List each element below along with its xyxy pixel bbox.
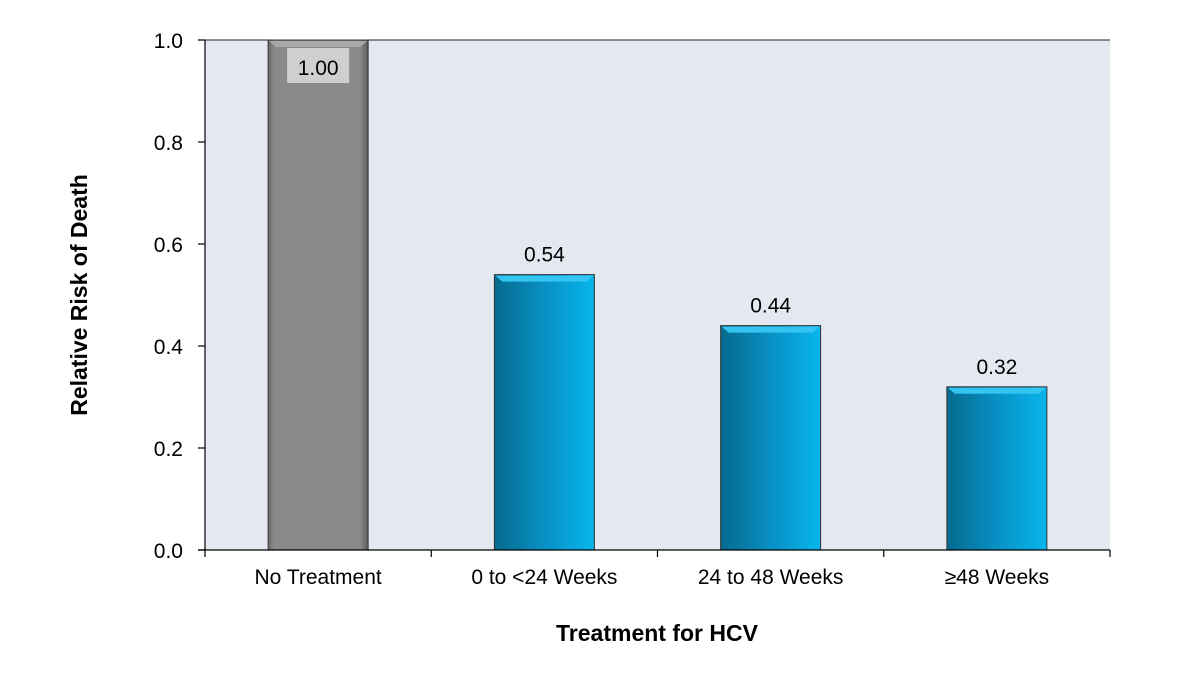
y-tick-label: 1.0 bbox=[154, 30, 183, 53]
data-label: 0.32 bbox=[976, 356, 1017, 379]
bar-2 bbox=[493, 274, 595, 551]
data-label: 0.44 bbox=[750, 295, 791, 318]
x-tick-label: 0 to <24 Weeks bbox=[471, 566, 617, 589]
x-tick-label: No Treatment bbox=[255, 566, 382, 589]
y-tick-label: 0.4 bbox=[154, 336, 184, 359]
bar-bevel bbox=[947, 387, 1046, 394]
y-tick-label: 0.8 bbox=[154, 132, 183, 155]
x-axis-title: Treatment for HCV bbox=[556, 620, 759, 646]
x-tick-label: ≥48 Weeks bbox=[945, 566, 1050, 589]
y-tick-label: 0.6 bbox=[154, 234, 183, 257]
data-label: 0.54 bbox=[524, 244, 565, 267]
bar-bevel bbox=[269, 41, 368, 47]
bar-1 bbox=[267, 39, 369, 551]
bar-bevel bbox=[721, 326, 820, 333]
y-tick-label: 0.2 bbox=[154, 438, 183, 461]
bar-4 bbox=[946, 386, 1048, 551]
bar-3 bbox=[720, 325, 822, 551]
data-label-box bbox=[287, 48, 350, 83]
x-tick-label: 24 to 48 Weeks bbox=[698, 566, 844, 589]
y-tick-label: 0.0 bbox=[154, 540, 183, 563]
bar-bevel bbox=[495, 275, 594, 282]
y-axis-title: Relative Risk of Death bbox=[66, 174, 92, 416]
data-label: 1.00 bbox=[298, 57, 339, 80]
